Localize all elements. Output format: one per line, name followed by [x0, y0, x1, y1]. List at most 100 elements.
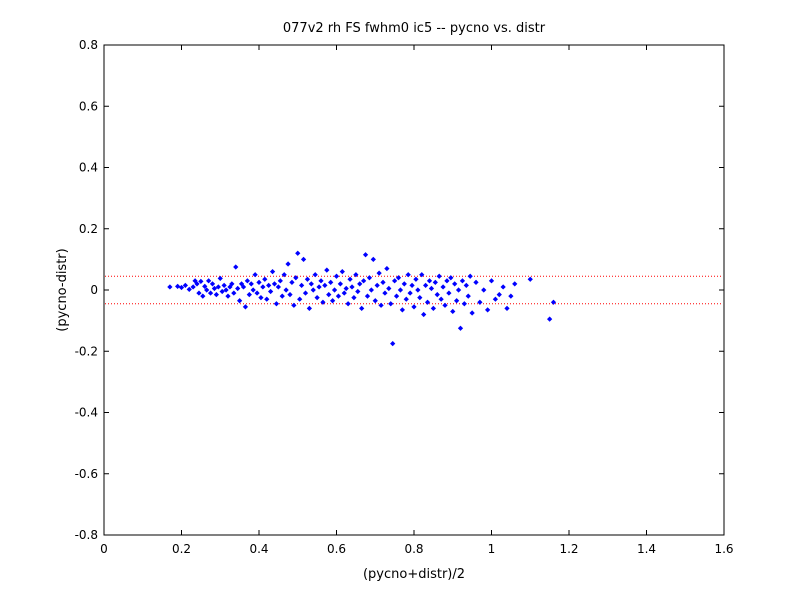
chart-title: 077v2 rh FS fwhm0 ic5 -- pycno vs. distr — [283, 21, 546, 36]
data-point — [359, 305, 365, 311]
data-point — [399, 307, 405, 313]
data-point — [380, 279, 386, 285]
data-point — [508, 293, 514, 299]
data-point — [331, 287, 338, 293]
data-point — [217, 275, 223, 281]
x-tick-label: 0.4 — [249, 542, 268, 556]
y-tick-label: -0.6 — [75, 467, 98, 481]
data-point — [250, 287, 256, 293]
data-point — [492, 296, 498, 302]
data-point — [295, 250, 301, 256]
data-point — [264, 296, 270, 302]
data-point — [349, 284, 355, 290]
data-point — [335, 293, 342, 299]
data-point — [461, 301, 467, 307]
data-point — [428, 285, 435, 292]
data-point — [384, 265, 390, 272]
data-point — [364, 293, 371, 299]
data-point — [289, 279, 295, 285]
data-point — [175, 283, 181, 289]
data-point — [473, 279, 479, 285]
data-point — [209, 281, 216, 287]
data-point — [376, 270, 382, 276]
data-point — [297, 296, 303, 302]
data-point — [434, 291, 440, 298]
data-point — [504, 305, 510, 311]
data-point — [421, 311, 427, 318]
y-tick-label: -0.8 — [75, 528, 98, 542]
data-point — [273, 301, 280, 307]
data-point — [488, 278, 495, 284]
data-point — [440, 284, 446, 290]
data-point — [390, 340, 396, 347]
plot-area — [103, 44, 725, 536]
data-point — [465, 293, 471, 299]
data-point — [266, 282, 272, 289]
data-point — [235, 285, 241, 292]
data-point — [300, 256, 307, 262]
data-point — [223, 287, 229, 293]
y-tick-label: -0.2 — [75, 344, 98, 358]
data-point — [527, 276, 533, 282]
data-point — [229, 281, 235, 287]
data-point — [204, 287, 210, 293]
data-point — [233, 264, 239, 270]
data-point — [337, 281, 343, 287]
axis-tick-labels: 0 0.2 0.4 0.6 0.8 1 1.2 1.4 1.6 -0.8 -0.6 -0.4 -0.2 0… — [75, 38, 734, 556]
data-point — [202, 283, 208, 289]
data-point — [454, 298, 460, 304]
data-point — [254, 290, 260, 296]
data-point — [485, 307, 491, 313]
data-point — [341, 290, 347, 296]
data-point — [430, 305, 436, 311]
data-point — [318, 278, 324, 284]
data-point — [386, 285, 392, 292]
data-point — [279, 293, 285, 299]
data-point — [260, 284, 266, 290]
data-point — [370, 256, 376, 262]
data-point — [225, 293, 231, 299]
data-point — [330, 298, 336, 304]
data-point — [275, 284, 281, 290]
data-point — [244, 278, 250, 284]
data-point — [213, 291, 219, 298]
y-tick-label: 0 — [90, 283, 98, 297]
data-point — [333, 273, 340, 279]
data-point — [178, 284, 185, 291]
data-point — [293, 275, 299, 281]
data-point — [312, 272, 318, 278]
data-point — [269, 269, 276, 275]
data-point — [328, 279, 334, 285]
data-point — [194, 281, 200, 287]
data-point — [324, 267, 330, 273]
data-point — [343, 285, 349, 292]
data-point — [457, 325, 464, 331]
data-point — [403, 296, 409, 302]
data-point — [190, 284, 196, 290]
data-point — [322, 282, 328, 289]
data-point — [459, 278, 466, 284]
data-point — [452, 281, 458, 287]
data-point — [382, 290, 388, 296]
y-tick-label: -0.4 — [75, 406, 98, 420]
data-point — [304, 276, 311, 282]
data-point — [432, 279, 438, 285]
x-tick-label: 0.6 — [327, 542, 346, 556]
data-point — [299, 282, 305, 289]
data-point — [374, 282, 380, 289]
data-point — [500, 284, 506, 290]
data-point — [219, 288, 225, 295]
data-point — [207, 290, 214, 296]
data-point — [256, 279, 262, 285]
data-point — [444, 278, 450, 284]
data-point — [200, 293, 206, 299]
data-point — [397, 287, 404, 293]
data-point — [378, 302, 384, 308]
data-point — [362, 252, 369, 258]
data-point — [246, 291, 252, 298]
data-point — [285, 261, 291, 267]
data-point — [413, 276, 419, 282]
data-point — [353, 272, 359, 278]
data-point — [248, 281, 254, 287]
data-point — [314, 295, 320, 301]
